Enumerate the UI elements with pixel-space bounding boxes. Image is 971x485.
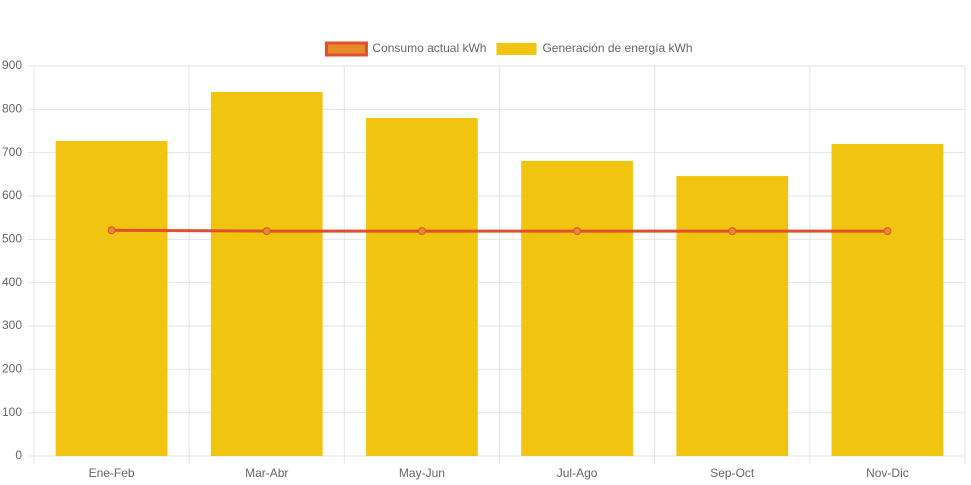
y-tick-label: 200	[2, 362, 22, 376]
y-tick-label: 800	[2, 102, 22, 116]
bar	[366, 118, 478, 456]
y-tick-label: 500	[2, 232, 22, 246]
point	[573, 227, 582, 236]
point	[262, 227, 271, 236]
point	[728, 227, 737, 236]
bar	[210, 92, 323, 456]
legend-label: Generación de energía kWh	[542, 41, 692, 55]
point	[417, 227, 426, 236]
x-tick-label: May-Jun	[399, 466, 445, 480]
y-tick-label: 600	[2, 188, 22, 202]
x-tick-label: Ene-Feb	[89, 466, 135, 480]
y-tick-label: 300	[2, 318, 22, 332]
bar	[521, 160, 633, 456]
y-tick-label: 400	[2, 275, 22, 289]
y-tick-label: 0	[15, 448, 22, 462]
y-tick-label: 700	[2, 145, 22, 159]
x-tick-label: Jul-Ago	[557, 466, 598, 480]
legend-swatch	[496, 43, 537, 55]
point	[883, 227, 892, 236]
y-tick-label: 100	[2, 405, 22, 419]
x-tick-label: Mar-Abr	[245, 466, 288, 480]
point	[107, 226, 116, 235]
bar	[676, 176, 789, 457]
legend-label: Consumo actual kWh	[372, 41, 486, 55]
x-tick-label: Sep-Oct	[710, 466, 755, 480]
x-tick-label: Nov-Dic	[866, 466, 909, 480]
bar	[55, 140, 168, 456]
bar	[831, 144, 944, 456]
line	[111, 228, 888, 233]
legend-swatch	[324, 41, 368, 57]
y-tick-label: 900	[2, 58, 22, 72]
